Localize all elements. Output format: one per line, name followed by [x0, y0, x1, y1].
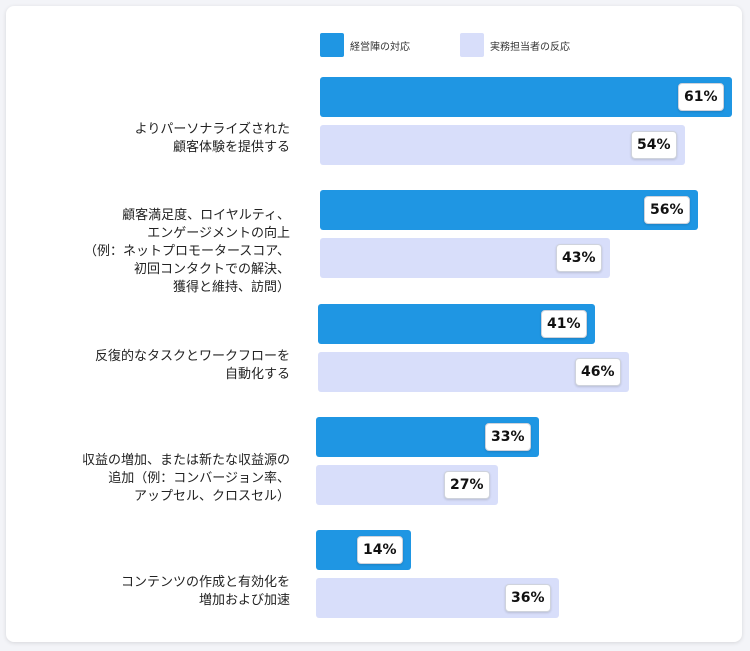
legend-label-executives: 経営陣の対応: [350, 41, 410, 53]
category-label: よりパーソナライズされた 顧客体験を提供する: [134, 122, 290, 155]
value-label: 14%: [357, 536, 403, 564]
value-label: 41%: [541, 310, 587, 338]
category-label: 収益の増加、または新たな収益源の 追加（例：コンバージョン率、 アップセル、クロ…: [81, 453, 290, 504]
category-label: 顧客満足度、ロイヤルティ、 エンゲージメントの向上 （例：ネットプロモータースコ…: [83, 208, 290, 295]
legend-item-practitioners: 実務担当者の反応: [460, 33, 600, 57]
category-label: コンテンツの作成と有効化を 増加および加速: [120, 575, 290, 608]
value-label: 46%: [575, 358, 621, 386]
value-label: 54%: [631, 131, 677, 159]
bar-executives: [320, 190, 698, 230]
bar-executives: [320, 77, 732, 117]
value-label: 27%: [444, 471, 490, 499]
legend-item-executives: 経営陣の対応: [320, 33, 460, 57]
value-label: 56%: [644, 196, 690, 224]
legend-label-practitioners: 実務担当者の反応: [490, 41, 570, 53]
legend-swatch-executives: [320, 33, 344, 57]
value-label: 61%: [678, 83, 724, 111]
bar-practitioners: [320, 125, 685, 165]
legend-swatch-practitioners: [460, 33, 484, 57]
value-label: 33%: [485, 423, 531, 451]
value-label: 43%: [556, 244, 602, 272]
category-label: 反復的なタスクとワークフローを 自動化する: [94, 349, 290, 382]
legend: 経営陣の対応 実務担当者の反応: [320, 33, 600, 57]
value-label: 36%: [505, 584, 551, 612]
